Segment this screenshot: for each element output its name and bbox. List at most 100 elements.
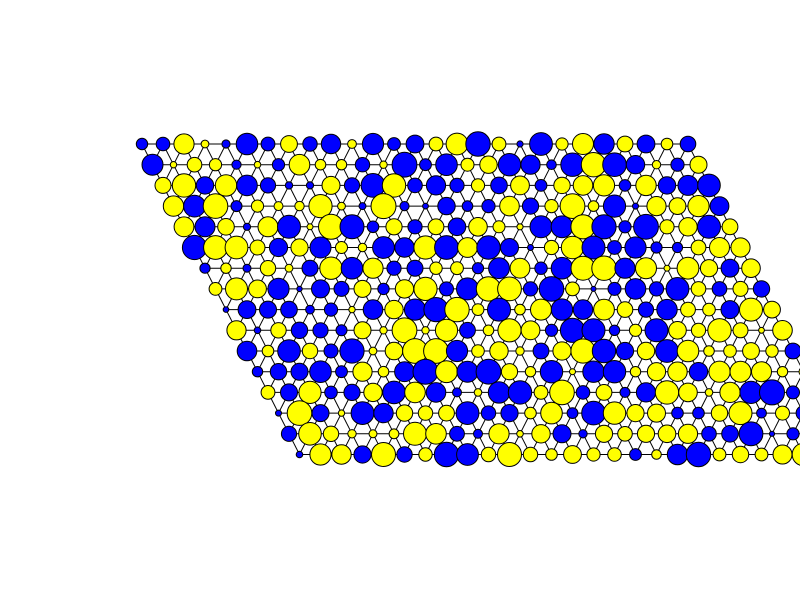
yellow-node	[559, 193, 586, 220]
blue-node	[481, 199, 496, 214]
blue-node	[237, 300, 257, 320]
yellow-node	[249, 239, 266, 256]
yellow-node	[220, 262, 232, 274]
blue-node	[709, 196, 730, 217]
yellow-node	[347, 139, 357, 149]
blue-node	[688, 362, 709, 382]
blue-node	[455, 401, 480, 426]
blue-node	[546, 159, 557, 170]
blue-node	[280, 300, 298, 319]
yellow-node	[635, 174, 657, 197]
yellow-node	[616, 301, 634, 318]
yellow-node	[628, 323, 643, 337]
blue-node	[242, 222, 252, 231]
yellow-node	[261, 344, 275, 358]
yellow-node	[707, 318, 732, 343]
yellow-node	[384, 341, 404, 361]
blue-node	[475, 358, 502, 385]
yellow-node	[509, 257, 531, 279]
yellow-node	[444, 296, 470, 323]
yellow-node	[309, 443, 332, 466]
yellow-node	[298, 422, 322, 446]
yellow-node	[362, 257, 384, 279]
blue-node	[135, 137, 149, 151]
yellow-node	[772, 444, 793, 465]
blue-node	[259, 177, 277, 194]
yellow-node	[371, 442, 396, 467]
blue-node	[625, 155, 646, 175]
blue-node	[305, 304, 315, 315]
yellow-node	[524, 366, 537, 378]
yellow-node	[765, 344, 779, 358]
yellow-node	[723, 344, 737, 358]
yellow-node	[651, 449, 662, 460]
blue-node	[633, 213, 659, 240]
yellow-node	[754, 447, 769, 462]
blue-node	[309, 236, 332, 259]
blue-node	[290, 321, 309, 339]
blue-node	[452, 387, 462, 398]
blue-node	[644, 318, 669, 343]
blue-node	[311, 279, 330, 299]
blue-node	[636, 134, 656, 154]
blue-node	[500, 238, 519, 257]
yellow-node	[471, 344, 485, 358]
yellow-node	[280, 135, 298, 153]
blue-node	[529, 132, 553, 156]
yellow-node	[741, 258, 761, 279]
yellow-node	[381, 173, 407, 198]
yellow-node	[352, 361, 373, 382]
yellow-node	[549, 379, 575, 406]
blue-node	[784, 342, 800, 360]
blue-node	[487, 381, 511, 404]
blue-node	[529, 215, 553, 239]
yellow-node	[586, 447, 601, 462]
blue-node	[373, 402, 394, 424]
yellow-node	[676, 339, 700, 363]
blue-node	[268, 237, 289, 258]
blue-node	[677, 174, 699, 196]
blue-node	[739, 380, 763, 404]
yellow-node	[524, 406, 537, 420]
blue-node	[309, 360, 332, 384]
yellow-node	[468, 217, 488, 237]
yellow-node	[708, 360, 731, 383]
yellow-node	[657, 424, 677, 444]
blue-node	[183, 194, 206, 218]
yellow-node	[510, 175, 530, 196]
yellow-node	[162, 195, 185, 217]
blue-node	[339, 214, 365, 240]
yellow-node	[260, 385, 276, 400]
blue-node	[608, 324, 621, 336]
blue-node	[487, 297, 511, 322]
yellow-node	[224, 235, 249, 260]
blue-node	[656, 298, 678, 321]
yellow-node	[173, 216, 195, 238]
yellow-node	[616, 135, 634, 153]
blue-node	[520, 154, 541, 175]
yellow-node	[421, 326, 430, 335]
yellow-node	[647, 403, 666, 423]
blue-node	[516, 140, 524, 148]
yellow-node	[479, 155, 498, 174]
blue-node	[253, 326, 262, 335]
yellow-node	[438, 404, 455, 422]
blue-node	[607, 240, 622, 255]
blue-node	[195, 176, 215, 195]
yellow-node	[543, 239, 560, 256]
yellow-node	[626, 404, 645, 423]
yellow-node	[712, 447, 727, 462]
yellow-node	[721, 218, 739, 236]
yellow-node	[460, 157, 475, 172]
yellow-node	[646, 362, 667, 382]
blue-node	[407, 219, 423, 235]
yellow-node	[763, 300, 781, 319]
yellow-node	[357, 242, 368, 253]
blue-node	[521, 197, 540, 215]
yellow-node	[565, 281, 580, 297]
yellow-node	[690, 239, 707, 256]
blue-node	[497, 153, 522, 177]
yellow-node	[404, 381, 426, 404]
blue-node	[320, 133, 342, 155]
blue-node	[697, 173, 721, 198]
